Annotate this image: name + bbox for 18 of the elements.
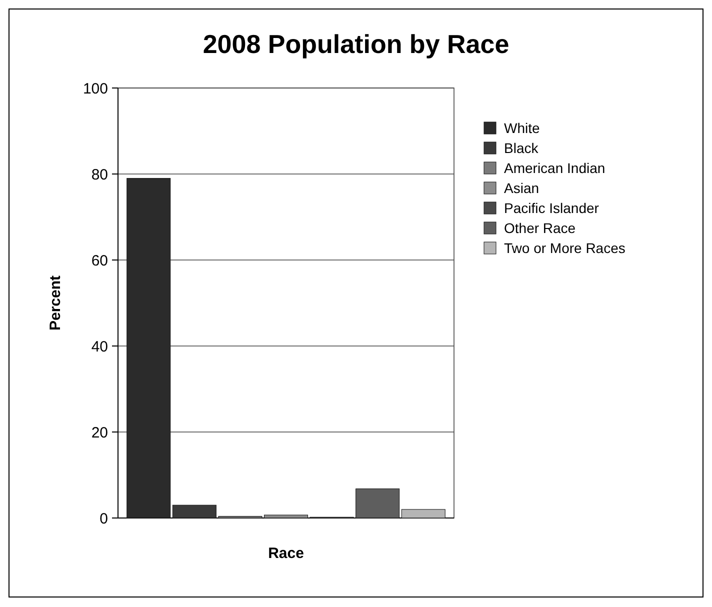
legend-label: Other Race	[504, 220, 576, 236]
y-tick-label: 40	[91, 338, 108, 356]
chart-title: 2008 Population by Race	[202, 29, 510, 59]
legend-label: Asian	[504, 180, 540, 196]
legend-label: Two or More Races	[504, 240, 626, 256]
y-tick-label: 80	[91, 166, 108, 184]
y-tick-label: 100	[82, 80, 108, 98]
legend-label: White	[504, 120, 540, 136]
y-tick-label: 0	[100, 510, 108, 528]
y-tick-label: 20	[91, 424, 108, 442]
legend-label: Pacific Islander	[504, 200, 600, 216]
legend-label: Black	[504, 140, 540, 156]
legend-label: American Indian	[504, 160, 606, 176]
y-axis-title: Percent	[47, 275, 64, 331]
bar	[401, 509, 446, 518]
y-tick-label: 60	[91, 252, 108, 270]
x-axis-title: Race	[268, 545, 304, 562]
bar	[126, 178, 171, 518]
